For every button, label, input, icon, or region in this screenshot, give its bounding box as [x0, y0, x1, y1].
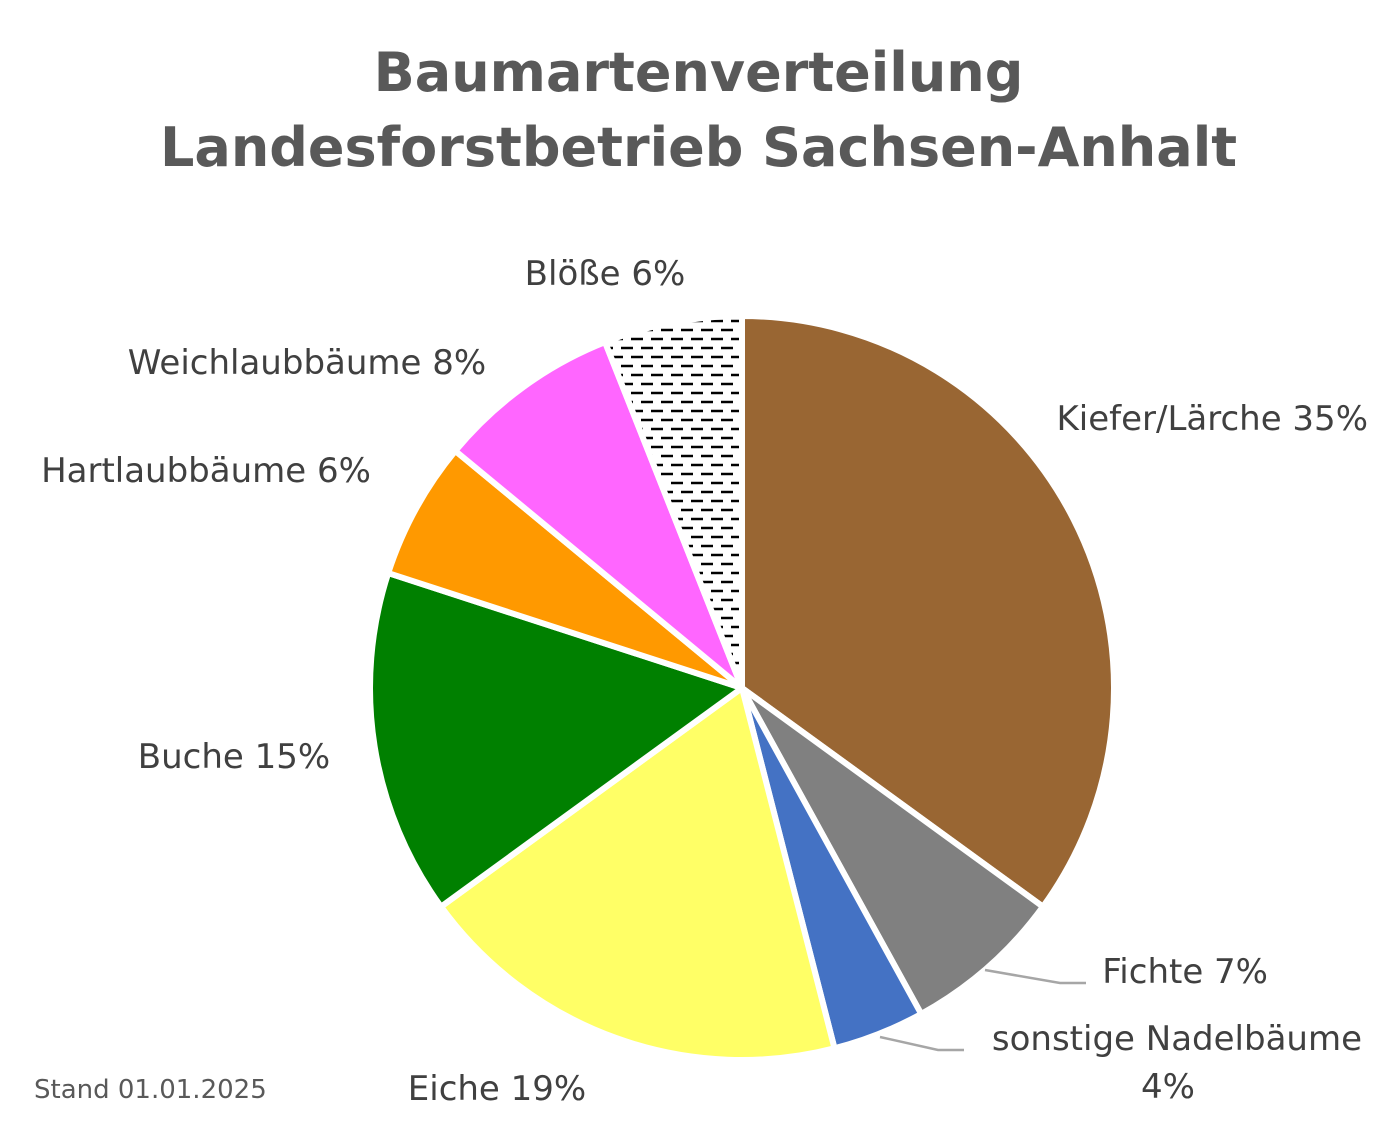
slice-label-3-line-1: sonstige Nadelbäume [992, 1019, 1362, 1059]
chart-title-line-2: Landesforstbetrieb Sachsen-Anhalt [159, 116, 1238, 179]
slice-label-2: Fichte 7% [1102, 952, 1268, 992]
pie-slice-1 [739, 313, 1117, 910]
leader-line-2 [984, 968, 1086, 985]
pie-slice-4 [438, 685, 838, 1063]
chart-title-line-1: Baumartenverteilung [373, 41, 1024, 104]
slice-label-1: Kiefer/Lärche 35% [1056, 399, 1368, 439]
pie-slice-2 [739, 685, 1046, 1017]
slice-label-5: Buche 15% [138, 737, 330, 777]
slice-label-7: Weichlaubbäume 8% [128, 343, 486, 383]
pie-slice-7 [452, 339, 745, 691]
slice-label-4: Eiche 19% [408, 1069, 586, 1109]
pie-slice-8 [602, 313, 745, 691]
slice-label-3-line-2: 4% [1141, 1067, 1195, 1107]
leader-line-3 [879, 1035, 964, 1052]
slice-label-8: Blöße 6% [525, 254, 686, 294]
slice-label-6: Hartlaubbäume 6% [41, 451, 371, 491]
footnote-date: Stand 01.01.2025 [34, 1075, 267, 1105]
pie-slice-5 [367, 570, 745, 910]
